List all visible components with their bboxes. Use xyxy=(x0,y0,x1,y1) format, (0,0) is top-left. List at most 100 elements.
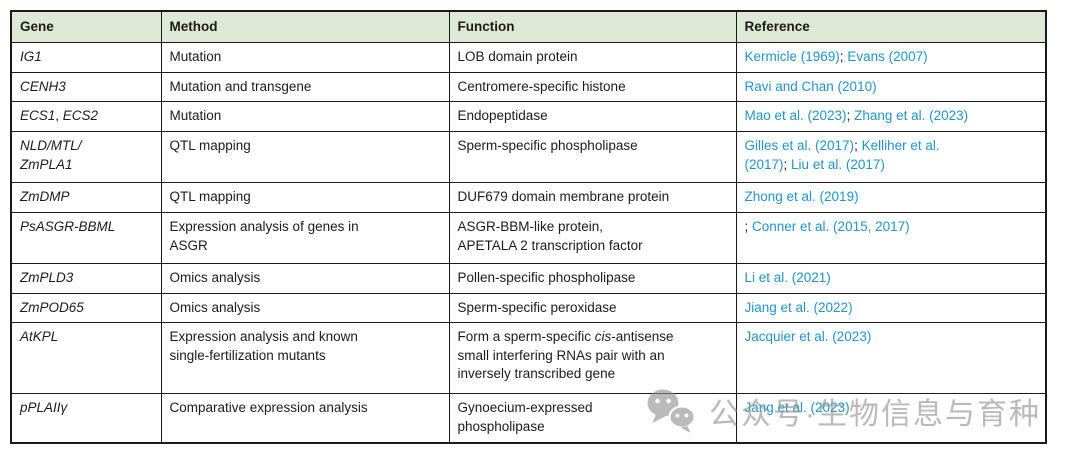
column-header-function: Function xyxy=(448,10,737,43)
function-cell: ASGR-BBM-like protein, APETALA 2 transcri… xyxy=(448,211,737,264)
text-segment: QTL mapping xyxy=(169,189,251,205)
text-segment: Sperm-specific phospholipase xyxy=(457,138,638,154)
function-cell: Centromere-specific histone xyxy=(448,71,737,103)
text-segment: ZmPLD3 xyxy=(20,269,74,285)
reference-cell: Jacquier et al. (2023) xyxy=(735,322,1047,395)
text-segment: pPLAIIγ xyxy=(20,400,68,416)
reference-link[interactable]: Ravi and Chan (2010) xyxy=(744,78,877,94)
text-segment: ZmPOD65 xyxy=(20,299,84,315)
text-segment: IG1 xyxy=(20,48,42,64)
method-cell: Mutation xyxy=(160,101,450,133)
table-row: ECS1, ECS2 Mutation Endopeptidase Mao et al… xyxy=(10,101,1047,133)
text-segment: phospholipase xyxy=(457,418,545,434)
gene-cell: ECS1, ECS2 xyxy=(10,101,162,133)
table-row: pPLAIIγ Comparative expression analysis Gy… xyxy=(10,393,1047,444)
function-cell: Sperm-specific phospholipase xyxy=(448,131,737,184)
text-segment: Expression analysis and known xyxy=(169,329,358,345)
text-segment: CENH3 xyxy=(20,78,66,94)
method-cell: Mutation and transgene xyxy=(160,71,450,103)
text-segment: NLD/MTL/ xyxy=(20,138,82,154)
text-segment: ; xyxy=(744,218,753,234)
text-segment: ; xyxy=(839,48,848,64)
text-segment: Omics analysis xyxy=(169,299,261,315)
text-segment: Centromere-specific histone xyxy=(457,78,626,94)
text-segment: ASGR-BBM-like protein, xyxy=(457,218,604,234)
text-segment: DUF679 domain membrane protein xyxy=(457,189,670,205)
table-row: AtKPL Expression analysis and known single… xyxy=(10,322,1047,395)
text-segment: Sperm-specific peroxidase xyxy=(457,299,617,315)
reference-cell: ; Conner et al. (2015, 2017) xyxy=(735,211,1047,264)
method-cell: Expression analysis of genes in ASGR xyxy=(160,211,450,264)
method-cell: Omics analysis xyxy=(160,292,450,324)
text-segment: Mutation xyxy=(169,108,222,124)
text-segment: ECS2 xyxy=(62,108,99,124)
reference-link[interactable]: Mao et al. (2023) xyxy=(744,108,847,124)
reference-link[interactable]: Li et al. (2021) xyxy=(744,269,831,285)
text-segment: small interfering RNAs pair with an xyxy=(457,347,665,363)
reference-link[interactable]: (2017) xyxy=(744,156,784,172)
column-header-gene: Gene xyxy=(10,10,162,43)
text-segment: inversely transcribed gene xyxy=(457,366,616,382)
method-cell: Omics analysis xyxy=(160,262,450,294)
gene-cell: pPLAIIγ xyxy=(10,393,162,444)
reference-link[interactable]: Kermicle (1969) xyxy=(744,48,840,64)
function-cell: Pollen-specific phospholipase xyxy=(448,262,737,294)
reference-cell: Kermicle (1969); Evans (2007) xyxy=(735,41,1047,73)
gene-cell: ZmDMP xyxy=(10,182,162,213)
text-segment: Omics analysis xyxy=(169,269,261,285)
table-row: NLD/MTL/ZmPLA1 QTL mapping Sperm-specific … xyxy=(10,131,1047,184)
reference-link[interactable]: Gilles et al. (2017) xyxy=(744,138,855,154)
column-header-method: Method xyxy=(160,10,450,43)
gene-cell: ZmPOD65 xyxy=(10,292,162,324)
text-segment: AtKPL xyxy=(20,329,59,345)
reference-link[interactable]: Jang et al. (2023) xyxy=(744,400,850,416)
gene-cell: ZmPLD3 xyxy=(10,262,162,294)
text-segment: Gynoecium-expressed xyxy=(457,400,593,416)
reference-link[interactable]: Conner et al. (2015, 2017) xyxy=(752,218,910,234)
text-segment: ECS1 xyxy=(20,108,56,124)
text-segment: QTL mapping xyxy=(169,138,251,154)
text-segment: ZmPLA1 xyxy=(20,156,73,172)
gene-cell: NLD/MTL/ZmPLA1 xyxy=(10,131,162,184)
reference-link[interactable]: Kelliher et al. xyxy=(861,138,940,154)
reference-cell: Gilles et al. (2017); Kelliher et al. (20… xyxy=(735,131,1047,184)
table-row: ZmPOD65 Omics analysis Sperm-specific pero… xyxy=(10,292,1047,324)
reference-link[interactable]: Zhong et al. (2019) xyxy=(744,189,859,205)
reference-link[interactable]: Jiang et al. (2022) xyxy=(744,299,853,315)
method-cell: Comparative expression analysis xyxy=(160,393,450,444)
reference-link[interactable]: Liu et al. (2017) xyxy=(791,156,885,172)
text-segment: ZmDMP xyxy=(20,189,70,205)
table-row: ZmPLD3 Omics analysis Pollen-specific phos… xyxy=(10,262,1047,294)
reference-link[interactable]: Jacquier et al. (2023) xyxy=(744,329,872,345)
reference-cell: Zhong et al. (2019) xyxy=(735,182,1047,213)
reference-link[interactable]: Evans (2007) xyxy=(847,48,928,64)
reference-cell: Jang et al. (2023) xyxy=(735,393,1047,444)
text-segment: ASGR xyxy=(169,237,208,253)
table-row: IG1 Mutation LOB domain protein Kermicle (1… xyxy=(10,41,1047,73)
text-segment: ; xyxy=(846,108,855,124)
text-segment: Pollen-specific phospholipase xyxy=(457,269,636,285)
table-row: ZmDMP QTL mapping DUF679 domain membrane p… xyxy=(10,182,1047,213)
column-header-reference: Reference xyxy=(735,10,1047,43)
text-segment: Comparative expression analysis xyxy=(169,400,368,416)
gene-cell: CENH3 xyxy=(10,71,162,103)
reference-cell: Ravi and Chan (2010) xyxy=(735,71,1047,103)
reference-cell: Mao et al. (2023); Zhang et al. (2023) xyxy=(735,101,1047,133)
text-segment: cis xyxy=(594,329,612,345)
function-cell: Sperm-specific peroxidase xyxy=(448,292,737,324)
text-segment: LOB domain protein xyxy=(457,48,578,64)
text-segment: Mutation and transgene xyxy=(169,78,312,94)
text-segment: PsASGR-BBML xyxy=(20,218,116,234)
text-segment: Mutation xyxy=(169,48,222,64)
function-cell: DUF679 domain membrane protein xyxy=(448,182,737,213)
gene-cell: PsASGR-BBML xyxy=(10,211,162,264)
reference-cell: Jiang et al. (2022) xyxy=(735,292,1047,324)
gene-cell: AtKPL xyxy=(10,322,162,395)
table-header: Gene Method Function Reference xyxy=(10,10,1047,43)
reference-link[interactable]: Zhang et al. (2023) xyxy=(854,108,969,124)
method-cell: Expression analysis and known single-fert… xyxy=(160,322,450,395)
text-segment: Expression analysis of genes in xyxy=(169,218,359,234)
table-row: CENH3 Mutation and transgene Centromere-sp… xyxy=(10,71,1047,103)
function-cell: Gynoecium-expressed phospholipase xyxy=(448,393,737,444)
gene-function-table: Gene Method Function Reference IG1 Mutation L… xyxy=(10,10,1047,444)
